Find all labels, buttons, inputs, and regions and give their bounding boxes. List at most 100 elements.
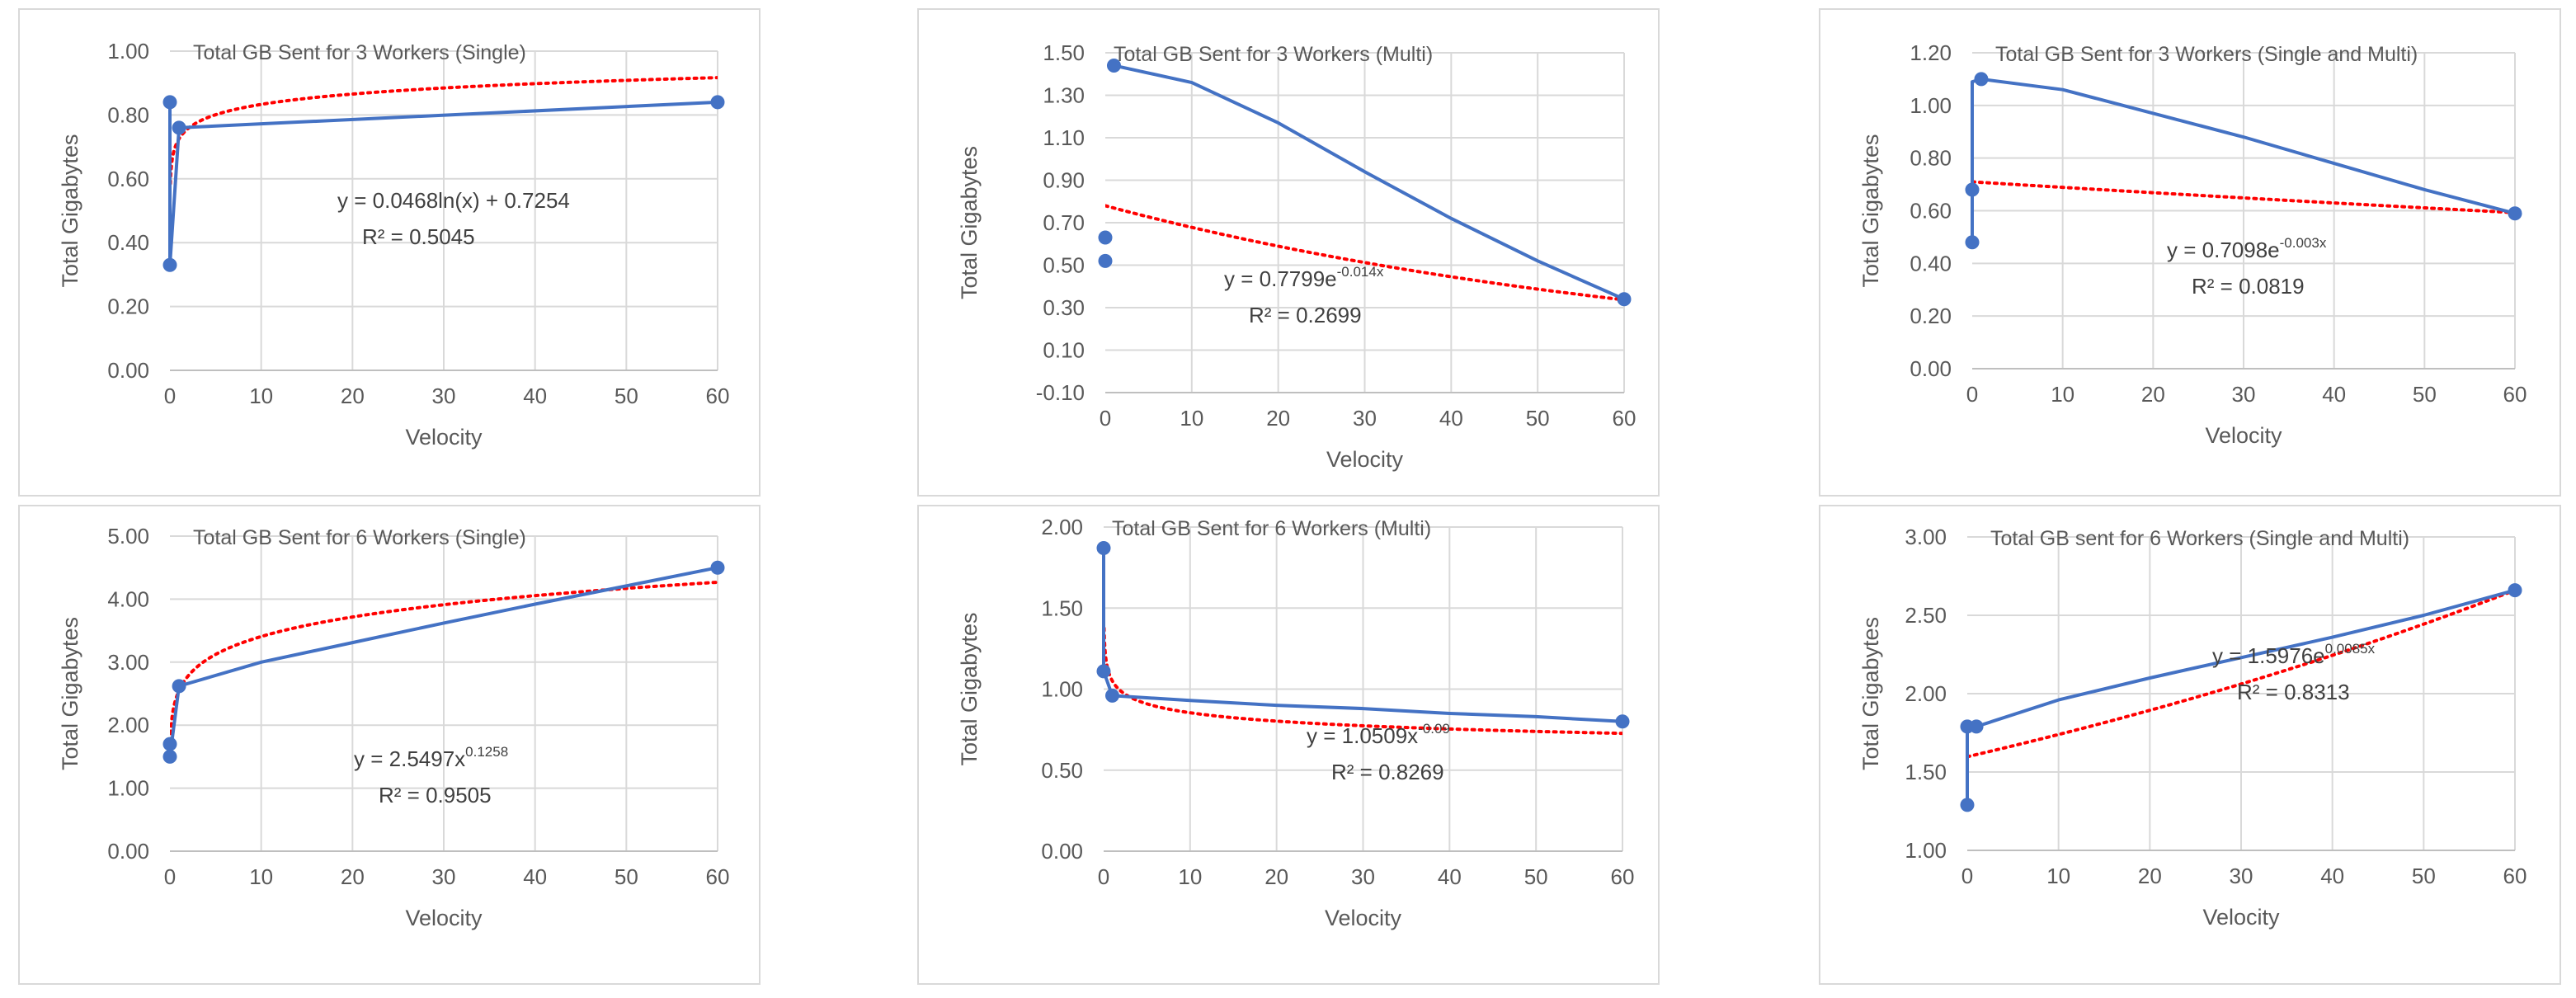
x-tick-label: 0 <box>1961 864 1973 888</box>
x-tick-label: 10 <box>1180 406 1203 431</box>
x-axis-title: Velocity <box>1326 447 1404 472</box>
data-point <box>172 679 186 694</box>
chart-panel-1: 0 10 20 30 40 50 60 0.00 0.20 0.40 0.60 0.80 1.00 Tot… <box>18 8 761 497</box>
trendline <box>1105 204 1624 302</box>
trendline <box>170 580 718 743</box>
chart-3: 0 10 20 30 40 50 60 0.00 0.20 0.40 0.60 0.80 1.00 1.2… <box>1858 40 2527 448</box>
y-tick-label: 1.20 <box>1910 40 1952 65</box>
y-tick-label: 0.50 <box>1043 253 1085 278</box>
chart-panel-5: 0 10 20 30 40 50 60 0.00 0.50 1.00 1.50 2.00 Total G… <box>917 505 1660 985</box>
y-tick-label: 2.00 <box>1041 515 1083 539</box>
x-tick-label: 0 <box>164 384 176 408</box>
trend-equation: y = 0.7799e-0.014x <box>1224 264 1384 291</box>
y-axis-title: Total Gigabytes <box>957 612 982 765</box>
chart-title: Total GB Sent for 6 Workers (Multi) <box>1112 517 1431 540</box>
r-squared: R² = 0.8269 <box>1331 760 1444 784</box>
data-point <box>1965 235 1980 250</box>
trend-equation: y = 2.5497x0.1258 <box>354 744 508 771</box>
y-tick-label: 2.00 <box>107 713 149 737</box>
trend-equation: y = 1.0509x-0.09 <box>1307 721 1450 748</box>
y-axis-title: Total Gigabytes <box>58 134 82 287</box>
data-point <box>162 257 177 272</box>
x-tick-label: 10 <box>2051 382 2074 407</box>
y-axis-title: Total Gigabytes <box>1858 617 1883 770</box>
chart-panel-6: 0 10 20 30 40 50 60 1.00 1.50 2.00 2.50 3.00 Total G… <box>1819 505 2561 985</box>
y-tick-label: 0.80 <box>107 102 149 127</box>
chart-6: 0 10 20 30 40 50 60 1.00 1.50 2.00 2.50 3.00 Total G… <box>1858 525 2527 930</box>
data-point <box>1617 292 1632 307</box>
y-tick-label: 2.00 <box>1905 681 1947 706</box>
y-tick-label: -0.10 <box>1036 380 1085 405</box>
series-line <box>1966 588 2516 807</box>
y-tick-label: 1.10 <box>1043 125 1085 150</box>
data-point <box>2508 583 2522 598</box>
y-tick-label: 0.90 <box>1043 168 1085 193</box>
x-tick-label: 0 <box>1098 864 1109 889</box>
x-tick-label: 40 <box>523 864 547 889</box>
y-axis-title: Total Gigabytes <box>58 617 82 770</box>
data-point <box>1106 58 1121 73</box>
y-tick-label: 0.50 <box>1041 758 1083 783</box>
x-tick-label: 10 <box>2046 864 2070 888</box>
chart-5: 0 10 20 30 40 50 60 0.00 0.50 1.00 1.50 2.00 Total G… <box>957 515 1634 930</box>
data-point <box>1969 719 1984 734</box>
x-tick-label: 20 <box>1266 406 1290 431</box>
y-tick-label: 1.50 <box>1905 760 1947 784</box>
series-line <box>1102 548 1623 723</box>
data-point <box>710 560 725 575</box>
y-tick-label: 1.00 <box>1041 677 1083 702</box>
y-tick-label: 0.80 <box>1910 146 1952 171</box>
y-axis-title: Total Gigabytes <box>1858 134 1883 287</box>
x-tick-label: 20 <box>2138 864 2162 888</box>
data-point <box>1104 688 1119 703</box>
chart-panel-3: 0 10 20 30 40 50 60 0.00 0.20 0.40 0.60 0.80 1.00 1.2… <box>1819 8 2561 497</box>
y-tick-label: 0.40 <box>1910 251 1952 275</box>
x-tick-label: 50 <box>1524 864 1548 889</box>
data-point <box>1096 664 1111 679</box>
y-tick-label: 0.10 <box>1043 338 1085 363</box>
chart-panel-2: 0 10 20 30 40 50 60 -0.10 0.10 0.30 0.50 0.70 0.90 1.… <box>917 8 1660 497</box>
x-tick-label: 60 <box>2503 864 2527 888</box>
y-tick-label: 0.60 <box>107 167 149 191</box>
y-tick-label: 0.20 <box>107 294 149 319</box>
y-tick-label: 0.00 <box>1910 356 1952 381</box>
y-tick-label: 5.00 <box>107 524 149 548</box>
data-point <box>162 749 177 764</box>
data-point <box>1098 253 1113 268</box>
r-squared: R² = 0.5045 <box>362 224 475 249</box>
r-squared: R² = 0.2699 <box>1249 303 1362 327</box>
y-tick-label: 0.30 <box>1043 295 1085 320</box>
y-axis-title: Total Gigabytes <box>957 146 982 299</box>
x-axis-title: Velocity <box>405 425 483 450</box>
x-tick-label: 30 <box>1351 864 1375 889</box>
x-tick-label: 0 <box>1966 382 1978 407</box>
y-tick-label: 0.40 <box>107 230 149 255</box>
x-tick-label: 60 <box>706 384 730 408</box>
x-tick-label: 50 <box>615 384 638 408</box>
y-tick-label: 0.00 <box>107 358 149 383</box>
data-point <box>2508 206 2522 221</box>
y-tick-label: 1.50 <box>1041 596 1083 620</box>
x-tick-label: 50 <box>615 864 638 889</box>
chart-panel-4: 0 10 20 30 40 50 60 0.00 1.00 2.00 3.00 4.00 5.00 Tot… <box>18 505 761 985</box>
chart-title: Total GB sent for 6 Workers (Single and … <box>1990 527 2409 550</box>
x-tick-label: 60 <box>1613 406 1636 431</box>
y-tick-label: 1.00 <box>1910 93 1952 118</box>
y-tick-label: 3.00 <box>1905 525 1947 549</box>
x-axis-title: Velocity <box>2202 905 2280 930</box>
chart-title: Total GB Sent for 3 Workers (Single) <box>193 41 526 64</box>
y-tick-label: 0.00 <box>1041 839 1083 864</box>
series-line <box>1971 77 2516 244</box>
y-tick-label: 0.20 <box>1910 304 1952 328</box>
data-point <box>1974 72 1989 87</box>
y-tick-label: 1.50 <box>1043 40 1085 65</box>
chart-1: 0 10 20 30 40 50 60 0.00 0.20 0.40 0.60 0.80 1.00 Tot… <box>58 39 730 450</box>
y-tick-label: 2.50 <box>1905 603 1947 628</box>
r-squared: R² = 0.0819 <box>2192 274 2305 299</box>
x-tick-label: 40 <box>523 384 547 408</box>
data-point <box>1098 230 1113 245</box>
r-squared: R² = 0.9505 <box>379 783 492 807</box>
x-tick-label: 10 <box>249 384 273 408</box>
chart-2: 0 10 20 30 40 50 60 -0.10 0.10 0.30 0.50 0.70 0.90 1.… <box>957 40 1636 472</box>
x-tick-label: 40 <box>2320 864 2344 888</box>
